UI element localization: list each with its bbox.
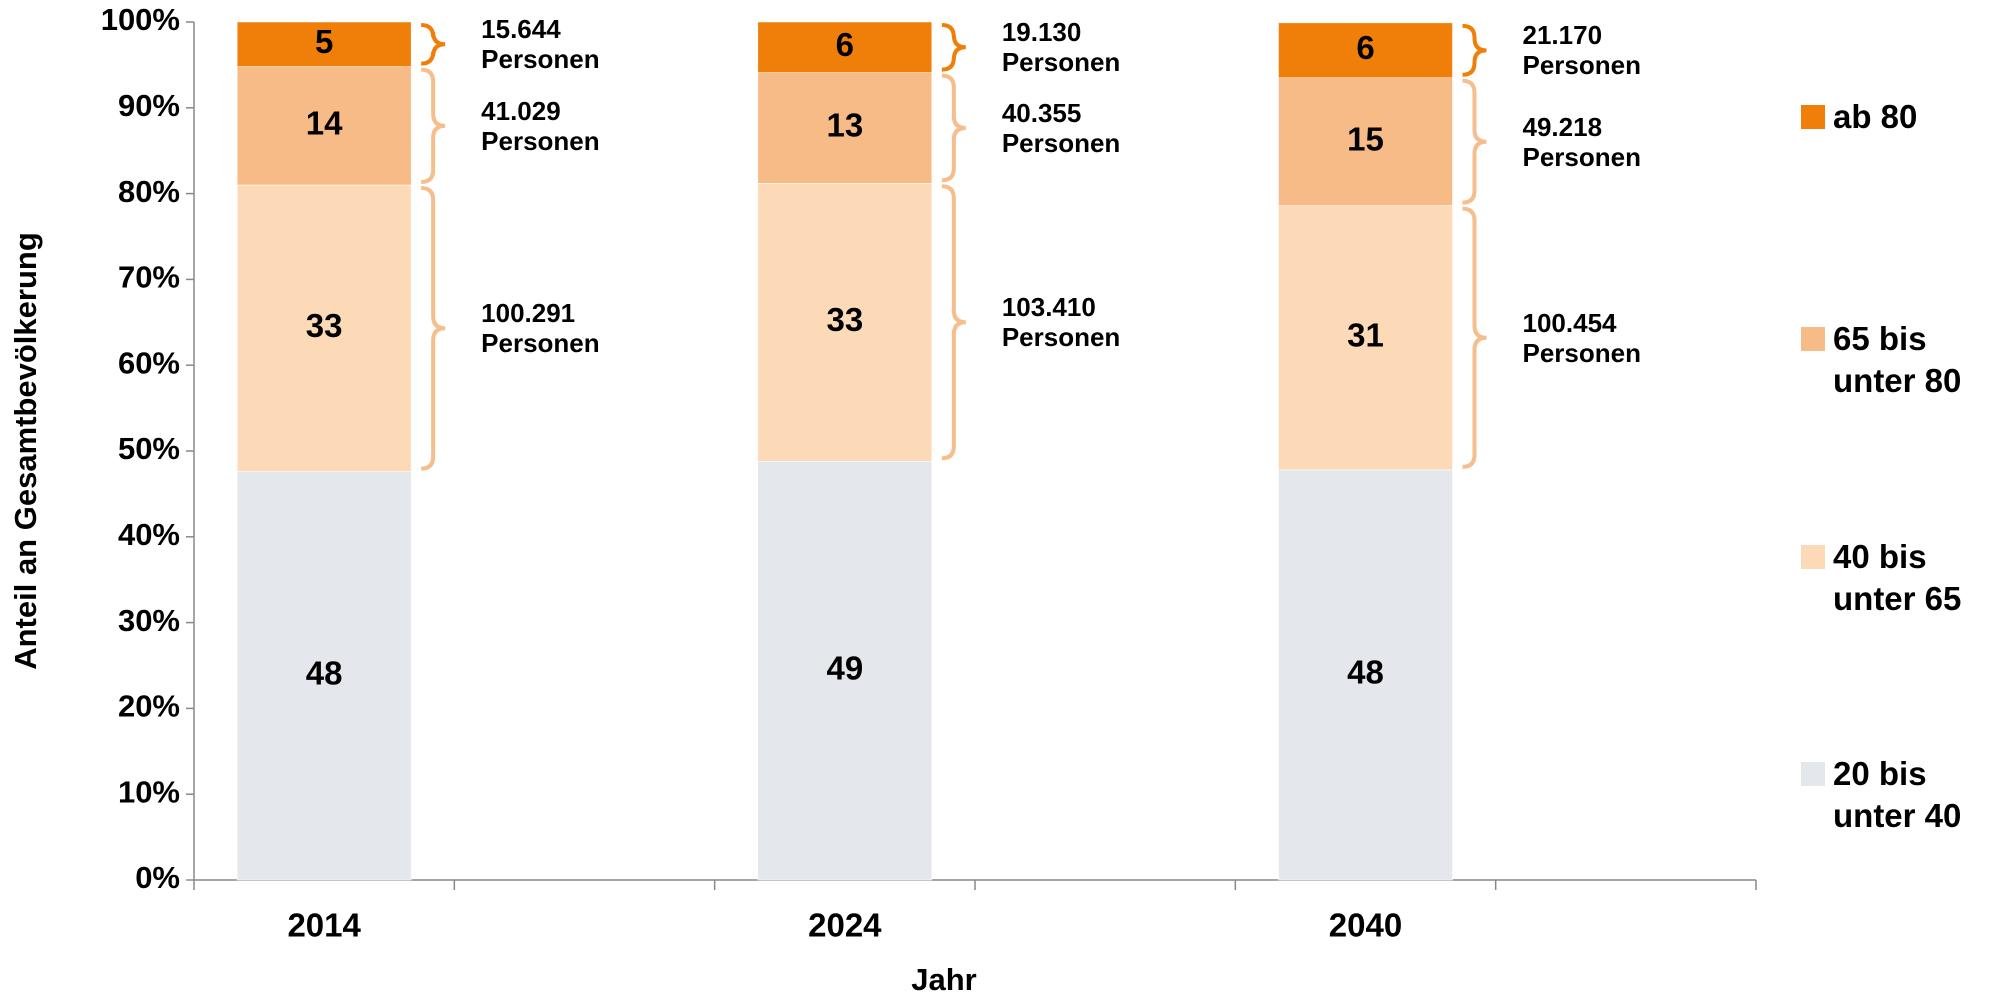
annotation: 40.355 Personen <box>1001 97 1121 158</box>
y-tick-label: 70% <box>118 260 180 295</box>
brace <box>1462 206 1487 469</box>
segment-label: 14 <box>306 105 343 142</box>
brace <box>421 23 446 66</box>
y-tick-label: 10% <box>118 774 180 809</box>
brace <box>1462 23 1487 77</box>
segment-label: 33 <box>306 307 343 344</box>
x-axis-title: Jahr <box>911 962 976 997</box>
y-tick-label: 80% <box>118 174 180 209</box>
brace <box>1462 78 1487 205</box>
segment-label: 13 <box>826 107 863 144</box>
legend-swatch <box>1801 545 1825 569</box>
bar-segment <box>757 21 933 73</box>
bar-segment <box>236 21 412 67</box>
y-tick-label: 90% <box>118 88 180 123</box>
legend-swatch <box>1801 327 1825 351</box>
brace <box>421 67 446 185</box>
annotation: 15.644 Personen <box>481 14 600 75</box>
x-tick-label: 2014 <box>287 907 361 944</box>
annotation: 41.029 Personen <box>481 95 600 156</box>
y-tick-label: 50% <box>118 431 180 466</box>
bar-segment <box>757 72 933 184</box>
segment-label: 5 <box>315 23 333 60</box>
legend-label: ab 80 <box>1833 98 1918 135</box>
annotation: 19.130 Personen <box>1001 17 1121 78</box>
segment-label: 31 <box>1347 316 1384 353</box>
legend-swatch <box>1801 105 1825 129</box>
brace <box>421 186 446 471</box>
x-tick-label: 2040 <box>1329 907 1402 944</box>
segment-label: 6 <box>836 26 854 63</box>
annotation: 100.291 Personen <box>481 298 600 359</box>
legend-label: 40 bis unter 65 <box>1833 538 1962 617</box>
segment-label: 15 <box>1347 120 1384 157</box>
bar-segment <box>1278 22 1453 79</box>
segment-label: 6 <box>1356 29 1374 66</box>
segment-label: 48 <box>306 655 343 692</box>
y-tick-label: 20% <box>118 689 180 724</box>
legend-swatch <box>1801 762 1825 786</box>
legend-label: 20 bis unter 40 <box>1833 755 1962 834</box>
segment-label: 33 <box>826 301 863 338</box>
annotation: 21.170 Personen <box>1522 20 1642 81</box>
brace <box>941 23 966 72</box>
bar-segment <box>757 461 933 881</box>
bar-segment <box>236 184 412 472</box>
annotation: 103.410 Personen <box>1001 292 1121 353</box>
brace <box>941 184 966 461</box>
legend-item: 20 bis unter 40 <box>1801 753 1973 837</box>
y-tick-label: 30% <box>118 603 180 638</box>
brace <box>941 73 966 183</box>
legend-item: 65 bis unter 80 <box>1801 318 1973 402</box>
segment-label: 49 <box>826 649 863 686</box>
legend-label: 65 bis unter 80 <box>1833 320 1962 399</box>
y-axis-title: Anteil an Gesamtbevölkerung <box>8 232 43 670</box>
bar-segment <box>1278 205 1453 471</box>
y-tick-label: 100% <box>101 2 180 37</box>
annotation: 49.218 Personen <box>1522 111 1642 172</box>
bar-segment <box>757 183 933 462</box>
legend-item: 40 bis unter 65 <box>1801 536 1973 620</box>
y-tick-label: 0% <box>135 860 180 895</box>
annotation: 100.454 Personen <box>1522 307 1642 368</box>
bar-segment <box>236 471 412 881</box>
bar-segment <box>1278 469 1453 881</box>
x-tick-label: 2024 <box>808 907 882 944</box>
segment-label: 48 <box>1347 654 1384 691</box>
y-tick-label: 40% <box>118 517 180 552</box>
y-tick-label: 60% <box>118 345 180 380</box>
bar-segment <box>236 66 412 186</box>
legend-item: ab 80 <box>1801 96 1973 138</box>
bar-segment <box>1278 77 1453 206</box>
